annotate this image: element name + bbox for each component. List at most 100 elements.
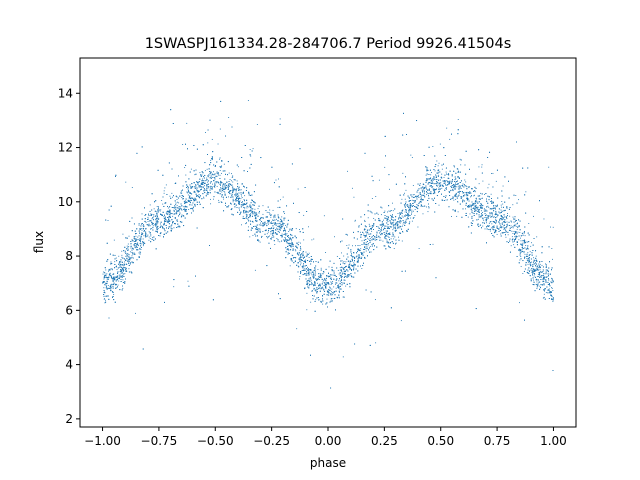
data-point (297, 188, 299, 190)
data-point (315, 284, 316, 286)
data-point (316, 279, 318, 281)
data-point (390, 222, 391, 224)
data-point (172, 196, 173, 198)
data-point (493, 216, 495, 218)
data-point (306, 292, 308, 294)
data-point (142, 245, 144, 247)
data-point (311, 239, 313, 241)
data-point (187, 280, 189, 282)
data-point (204, 185, 205, 187)
data-point (432, 182, 434, 184)
data-point (158, 206, 160, 208)
data-point (394, 219, 396, 221)
data-point (388, 210, 390, 212)
data-point (410, 217, 412, 219)
data-point (515, 195, 517, 196)
data-point (184, 200, 186, 202)
data-point (277, 206, 279, 208)
data-point (404, 211, 406, 213)
data-point (291, 234, 293, 236)
data-point (284, 240, 286, 241)
data-point (299, 255, 301, 257)
data-point (392, 229, 394, 231)
data-point (135, 241, 137, 242)
data-point (348, 276, 350, 278)
data-point (174, 218, 176, 220)
data-point (256, 124, 258, 125)
data-point (104, 272, 106, 274)
data-point (163, 192, 165, 194)
data-point (459, 185, 461, 187)
data-point (339, 280, 341, 282)
data-point (250, 155, 252, 157)
data-point (137, 236, 139, 238)
data-point (436, 183, 438, 185)
data-point (142, 241, 143, 242)
data-point (126, 263, 128, 265)
data-point (203, 196, 205, 198)
data-point (341, 252, 342, 254)
data-point (153, 222, 155, 224)
data-point (206, 168, 208, 170)
data-point (359, 258, 361, 259)
data-point (390, 238, 392, 240)
data-point (540, 284, 542, 285)
data-point (513, 231, 515, 232)
data-point (103, 295, 105, 297)
data-point (473, 195, 475, 197)
data-point (226, 186, 228, 188)
data-point (506, 207, 508, 209)
data-point (347, 170, 349, 172)
data-point (155, 219, 156, 221)
data-point (184, 208, 186, 210)
data-point (189, 201, 191, 202)
data-point (247, 211, 249, 213)
data-point (120, 275, 122, 277)
data-point (221, 196, 222, 198)
data-point (258, 224, 260, 226)
data-point (548, 290, 550, 292)
data-point (421, 201, 422, 203)
data-point (507, 224, 509, 226)
data-point (355, 256, 357, 258)
data-point (191, 199, 193, 201)
data-point (457, 201, 459, 202)
data-point (171, 192, 173, 194)
data-point (448, 177, 450, 179)
data-point (248, 226, 249, 228)
data-point (338, 296, 340, 298)
data-point (161, 214, 162, 216)
data-point (269, 235, 271, 237)
data-point (178, 208, 180, 210)
data-point (210, 172, 211, 174)
data-point (527, 259, 529, 261)
data-point (308, 268, 310, 270)
data-point (524, 242, 526, 244)
data-point (165, 184, 167, 186)
data-point (310, 258, 312, 260)
data-point (428, 183, 430, 185)
data-point (113, 239, 115, 241)
data-point (147, 234, 149, 236)
data-point (246, 210, 248, 212)
data-point (399, 221, 400, 223)
data-point (521, 246, 523, 248)
data-point (232, 175, 234, 177)
data-point (518, 239, 520, 241)
data-point (318, 288, 320, 290)
data-point (278, 232, 280, 234)
data-point (232, 198, 234, 200)
data-point (149, 214, 151, 216)
data-point (404, 215, 406, 217)
data-point (505, 227, 507, 229)
data-point (187, 194, 189, 196)
data-point (534, 269, 536, 271)
data-point (138, 235, 140, 237)
data-point (551, 287, 553, 289)
data-point (322, 287, 324, 289)
data-point (159, 210, 161, 212)
data-point (132, 253, 134, 255)
data-point (542, 275, 544, 277)
data-point (501, 201, 503, 202)
data-point (104, 302, 106, 304)
